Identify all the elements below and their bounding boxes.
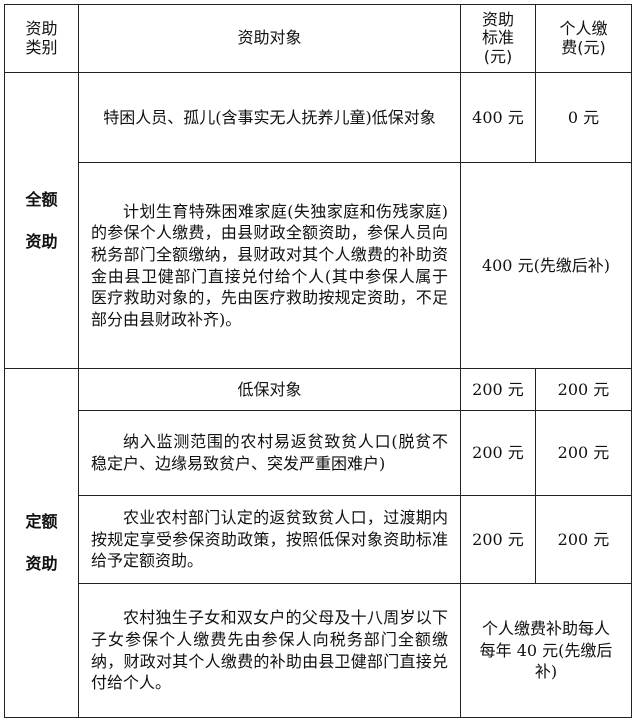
target-cell: 农村独生子女和双女户的父母及十八周岁以下子女参保个人缴费先由参保人向税务部门全额… [78,583,461,718]
table-row: 纳入监测范围的农村易返贫致贫人口(脱贫不稳定户、边缘易致贫户、突发严重困难户) 2… [5,410,632,496]
target-cell: 纳入监测范围的农村易返贫致贫人口(脱贫不稳定户、边缘易致贫户、突发严重困难户) [78,410,461,496]
header-cell: 资助对象 [78,4,461,73]
amount-cell: 0 元 [535,72,632,163]
target-cell: 农业农村部门认定的返贫致贫人口，过渡期内按规定享受参保资助政策，按照低保对象资助… [78,495,461,584]
amount-cell: 200 元 [460,368,536,411]
amount-cell: 400 元(先缴后补) [460,162,632,369]
target-cell: 计划生育特殊困难家庭(失独家庭和伤残家庭)的参保个人缴费，由县财政全额资助，参保… [78,162,461,369]
category-cell: 定额资助 [4,368,79,718]
table-row: 定额资助 低保对象 200 元 200 元 [4,368,632,718]
table-row: 计划生育特殊困难家庭(失独家庭和伤残家庭)的参保个人缴费，由县财政全额资助，参保… [5,162,632,369]
target-cell: 特困人员、孤儿(含事实无人抚养儿童)低保对象 [78,72,461,163]
header-cell: 资助标准(元) [460,4,536,73]
category-cell: 全额资助 [4,72,79,369]
target-cell: 低保对象 [78,368,461,411]
header-cell: 资助类别 [4,4,79,73]
amount-cell: 个人缴费补助每人每年 40 元(先缴后补) [460,583,632,718]
header-cell: 个人缴费(元) [535,4,632,73]
amount-cell: 200 元 [460,410,536,496]
amount-cell: 200 元 [535,495,632,584]
header-row: 资助类别 资助对象 资助标准(元) 个人缴费(元) [4,4,632,73]
amount-cell: 200 元 [460,495,536,584]
amount-cell: 400 元 [460,72,536,163]
amount-cell: 200 元 [535,410,632,496]
amount-cell: 200 元 [535,368,632,411]
table-row: 农业农村部门认定的返贫致贫人口，过渡期内按规定享受参保资助政策，按照低保对象资助… [5,495,632,584]
subsidy-table: 资助类别 资助对象 资助标准(元) 个人缴费(元) 全额资助 特困人员、孤儿(含事… [4,4,632,718]
table-row: 农村独生子女和双女户的父母及十八周岁以下子女参保个人缴费先由参保人向税务部门全额… [5,583,632,718]
